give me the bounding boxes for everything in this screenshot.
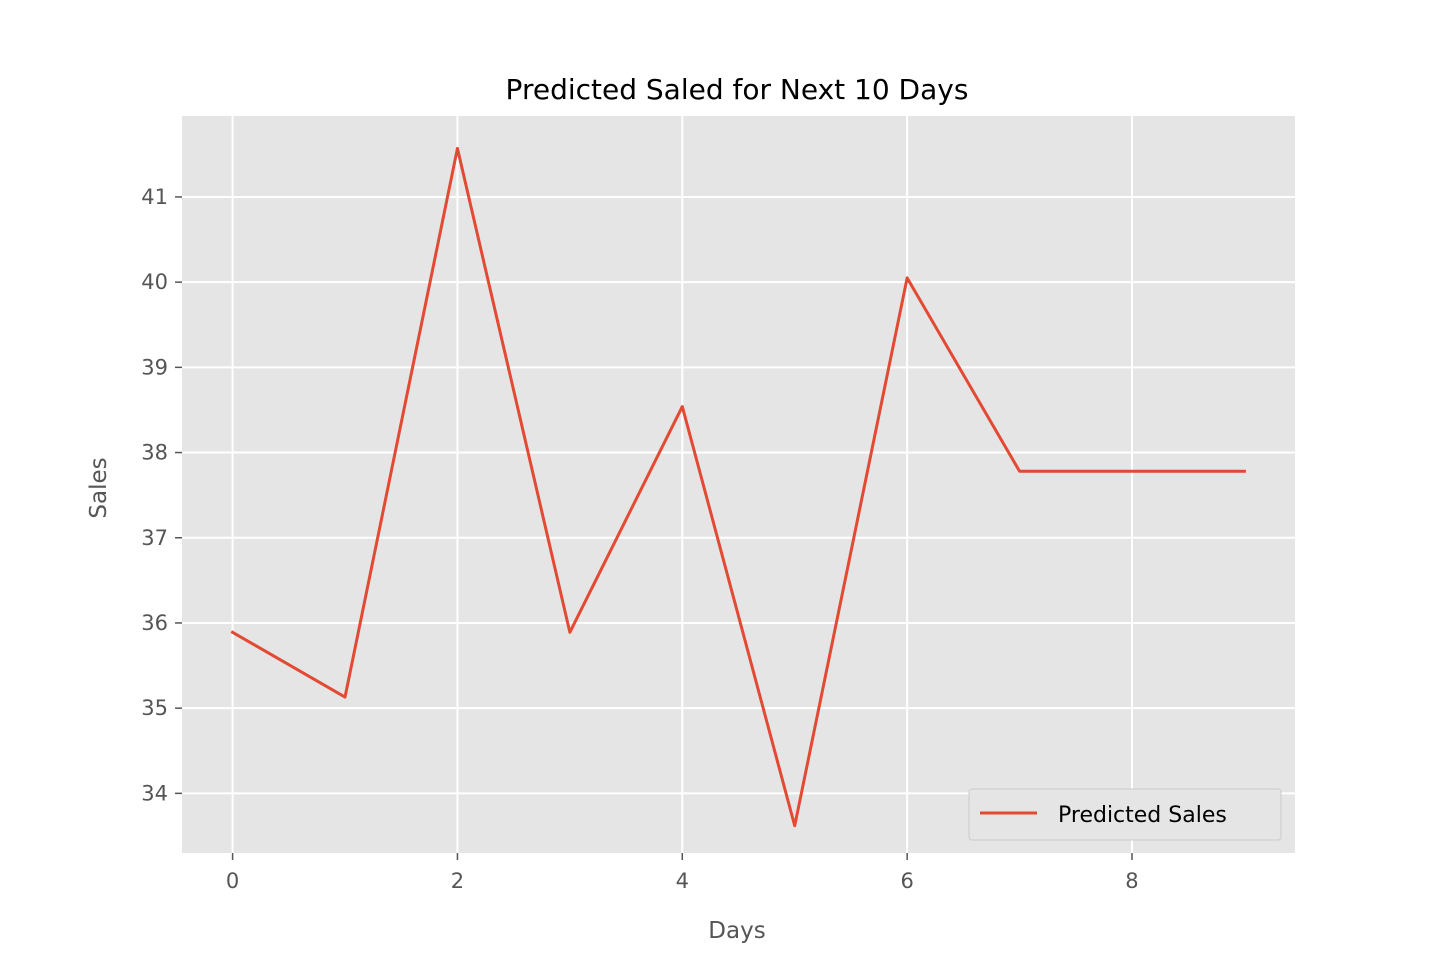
grid-lines [182, 116, 1295, 853]
y-tick-label: 37 [141, 526, 168, 550]
y-axis-ticks: 34 35 36 37 38 39 40 41 [141, 185, 182, 805]
y-tick-label: 40 [141, 270, 168, 294]
series-line-predicted-sales [230, 146, 1246, 828]
x-axis-label: Days [708, 918, 765, 944]
legend-box [968, 788, 1282, 841]
x-tick-label: 2 [451, 869, 464, 893]
y-tick-label: 41 [141, 185, 168, 209]
y-tick-label: 36 [141, 611, 168, 635]
y-tick-label: 39 [141, 355, 168, 379]
legend-label: Predicted Sales [1058, 803, 1227, 828]
x-tick-label: 0 [226, 869, 239, 893]
y-tick-label: 35 [141, 696, 168, 720]
x-tick-label: 4 [676, 869, 689, 893]
y-axis-label: Sales [86, 457, 112, 518]
y-tick-label: 38 [141, 441, 168, 465]
legend: Predicted Sales [968, 788, 1282, 841]
x-tick-label: 6 [900, 869, 913, 893]
x-tick-label: 8 [1125, 869, 1138, 893]
x-axis-ticks: 0 2 4 6 8 [226, 853, 1139, 893]
plot-area [182, 116, 1295, 853]
chart-title: Predicted Saled for Next 10 Days [506, 73, 969, 106]
series-layer [230, 146, 1246, 828]
y-tick-label: 34 [141, 781, 168, 805]
